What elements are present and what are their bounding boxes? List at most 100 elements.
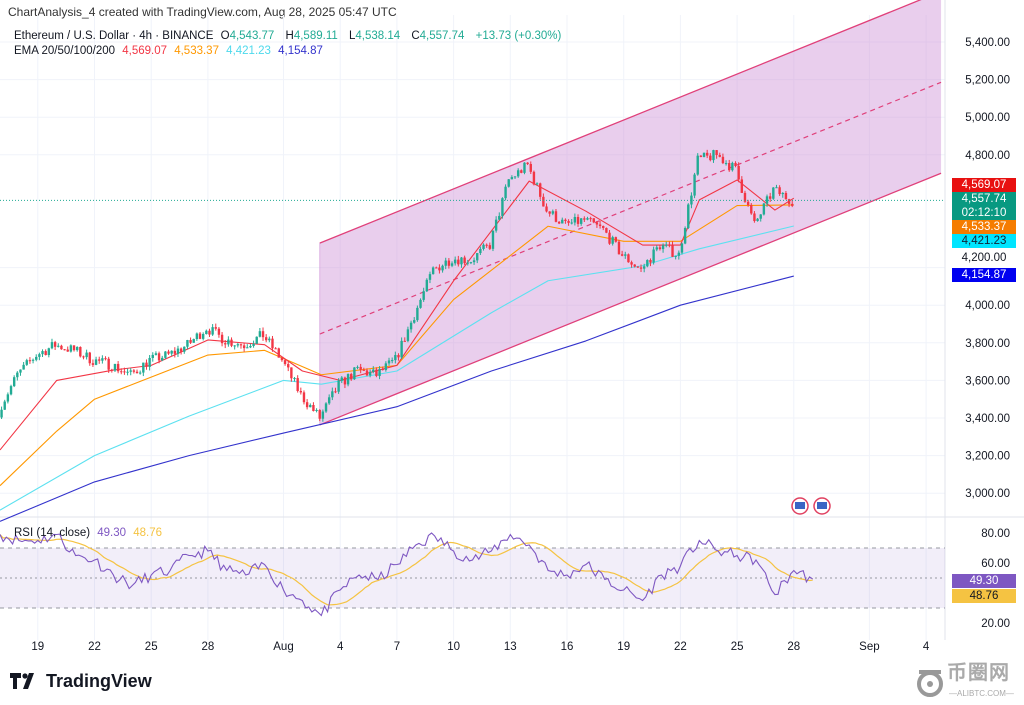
candle xyxy=(579,218,583,224)
candle xyxy=(41,351,44,355)
candle xyxy=(312,405,315,411)
open-label: O xyxy=(220,30,230,42)
candle xyxy=(368,371,372,376)
candle xyxy=(220,334,224,344)
candle xyxy=(425,279,429,292)
candle xyxy=(655,247,658,250)
rsi-price-label: 49.30 xyxy=(952,574,1016,588)
candle xyxy=(375,369,378,377)
watermark-en: —ALIBTC.COM— xyxy=(949,689,1014,698)
candle xyxy=(699,155,703,157)
candle xyxy=(431,267,435,275)
candle xyxy=(293,378,296,380)
candle xyxy=(463,257,466,264)
candle xyxy=(305,402,309,408)
date-tick-label: 4 xyxy=(923,641,930,653)
candle xyxy=(403,340,406,342)
candle xyxy=(186,340,189,347)
candle xyxy=(25,360,28,365)
candle xyxy=(494,219,498,231)
candle xyxy=(658,247,662,250)
price-tick-label: 4,800.00 xyxy=(965,150,1010,162)
ema20-price-label: 4,569.07 xyxy=(952,178,1016,192)
candle xyxy=(687,204,690,229)
candle xyxy=(157,353,161,361)
candle xyxy=(287,364,290,368)
watermark-cn: 币圈网 xyxy=(947,662,1010,684)
candle xyxy=(135,371,139,374)
candle xyxy=(91,363,95,365)
candle xyxy=(271,338,274,349)
candle xyxy=(217,328,221,335)
candle xyxy=(365,370,369,376)
date-tick-label: Sep xyxy=(859,641,879,653)
channel-lower-line xyxy=(319,172,942,426)
candle xyxy=(746,201,750,205)
candle xyxy=(94,359,98,365)
candle xyxy=(390,360,394,362)
watermark-coin-icon xyxy=(917,670,943,697)
candle xyxy=(359,366,362,370)
candle xyxy=(277,348,280,358)
candle xyxy=(120,371,123,373)
candle xyxy=(299,391,303,393)
candle xyxy=(447,260,451,266)
bar-countdown: 02:12:10 xyxy=(961,207,1007,219)
candle xyxy=(791,203,794,206)
tradingview-logo[interactable]: TradingView xyxy=(10,671,152,691)
candle xyxy=(523,162,526,173)
candle xyxy=(189,340,192,343)
candle xyxy=(646,260,649,267)
candle xyxy=(327,397,331,404)
candle xyxy=(340,377,343,381)
date-tick-label: 19 xyxy=(617,641,630,653)
candle xyxy=(116,363,120,372)
candle xyxy=(583,218,586,220)
rsi-title[interactable]: RSI (14, close) xyxy=(14,527,91,539)
candle xyxy=(142,362,145,373)
ema200-price-label: 4,154.87 xyxy=(952,268,1016,282)
ema100-price-label: 4,421.23 xyxy=(952,234,1016,248)
candle xyxy=(554,211,558,222)
tradingview-logo-icon xyxy=(10,673,34,689)
candle xyxy=(123,371,126,373)
rsi-legend: RSI (14, close) 49.30 48.76 xyxy=(14,526,162,540)
candle xyxy=(138,372,142,374)
candle xyxy=(211,327,214,335)
price-tick-label: 3,200.00 xyxy=(965,451,1010,463)
candle xyxy=(428,274,432,280)
candle xyxy=(173,350,177,354)
candle xyxy=(249,345,252,348)
candle xyxy=(101,358,104,361)
high-label: H xyxy=(285,30,294,42)
candle xyxy=(85,352,88,358)
candle xyxy=(482,244,485,249)
candle xyxy=(567,220,570,223)
candle xyxy=(296,378,299,392)
candle xyxy=(227,339,230,345)
ema-title[interactable]: EMA 20/50/100/200 xyxy=(14,45,116,57)
candle xyxy=(762,203,766,215)
candle xyxy=(98,359,101,361)
candle xyxy=(104,358,107,360)
date-tick-label: 10 xyxy=(447,641,460,653)
candle xyxy=(775,187,778,189)
symbol-title[interactable]: Ethereum / U.S. Dollar · 4h · BINANCE xyxy=(14,30,214,42)
candle xyxy=(3,401,6,410)
candle xyxy=(510,177,514,180)
high-value: 4,589.11 xyxy=(293,30,338,42)
candle xyxy=(750,204,753,214)
candle xyxy=(31,359,35,361)
candle xyxy=(16,372,19,378)
candle xyxy=(589,218,592,220)
candle xyxy=(47,348,51,356)
candle xyxy=(576,216,580,224)
candle xyxy=(258,331,262,337)
candle xyxy=(608,232,611,244)
candle xyxy=(469,262,473,264)
candle xyxy=(611,237,614,244)
candle xyxy=(627,254,630,263)
event-flag-icon-fill xyxy=(795,502,805,509)
candle xyxy=(665,244,668,246)
